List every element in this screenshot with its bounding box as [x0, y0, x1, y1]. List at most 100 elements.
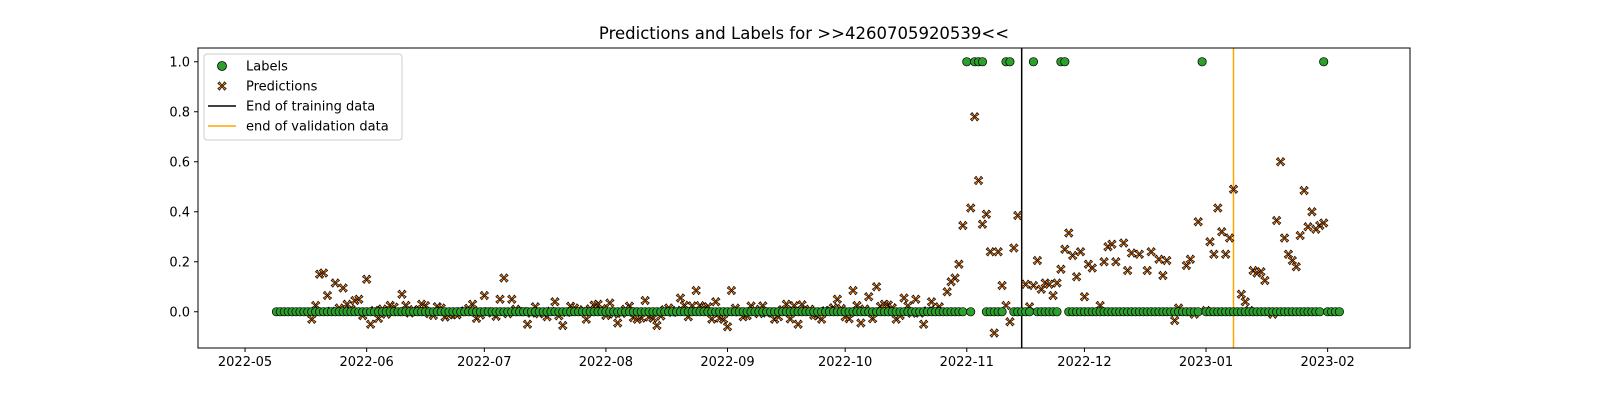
- label-point: [1028, 57, 1039, 67]
- label-point: [1334, 307, 1344, 317]
- y-tick-label: 0.4: [169, 205, 190, 220]
- label-point: [1319, 57, 1329, 67]
- prediction-point: [1032, 255, 1043, 266]
- legend-labels-text: Labels: [246, 60, 288, 75]
- prediction-point: [648, 313, 658, 323]
- prediction-point: [1318, 218, 1329, 228]
- prediction-point: [499, 273, 509, 283]
- prediction-point: [1111, 257, 1121, 267]
- legend-labels-marker: [217, 61, 227, 71]
- prediction-point: [1299, 185, 1309, 196]
- prediction-point: [1162, 255, 1172, 266]
- prediction-point: [1216, 227, 1227, 237]
- prediction-point: [1005, 317, 1015, 327]
- prediction-point: [593, 299, 603, 309]
- prediction-point: [1193, 217, 1203, 227]
- prediction-point: [1295, 230, 1305, 241]
- prediction-point: [1256, 267, 1266, 277]
- prediction-point: [891, 314, 901, 324]
- x-tick-label: 2022-12: [1057, 355, 1111, 370]
- label-point: [966, 307, 976, 317]
- prediction-point: [781, 299, 792, 309]
- prediction-point: [467, 299, 478, 309]
- prediction-point: [1228, 184, 1239, 194]
- prediction-point: [1275, 157, 1286, 167]
- prediction-point: [1142, 265, 1152, 276]
- prediction-point: [1122, 265, 1133, 276]
- prediction-point: [1224, 233, 1235, 243]
- prediction-point: [1118, 238, 1129, 248]
- prediction-point: [793, 319, 803, 329]
- legend: Labels Predictions End of training data …: [203, 53, 403, 141]
- prediction-point: [1020, 279, 1031, 289]
- prediction-point: [1146, 247, 1156, 257]
- prediction-point: [718, 314, 729, 324]
- prediction-point: [416, 299, 427, 309]
- prediction-point: [942, 287, 952, 297]
- y-axis: 0.0 0.2 0.4 0.6 0.8 1.0: [169, 55, 198, 320]
- prediction-point: [1056, 264, 1066, 274]
- label-point: [1315, 307, 1325, 317]
- prediction-point: [722, 322, 733, 332]
- prediction-point: [711, 297, 721, 307]
- prediction-point: [307, 314, 317, 324]
- prediction-point: [958, 220, 968, 231]
- legend-training-text: End of training data: [246, 100, 375, 115]
- prediction-point: [365, 319, 376, 329]
- prediction-point: [1028, 280, 1039, 291]
- prediction-point: [1181, 260, 1192, 271]
- labels-series: [271, 57, 1344, 317]
- prediction-point: [1060, 244, 1070, 254]
- prediction-point: [1087, 263, 1098, 273]
- prediction-point: [652, 320, 662, 331]
- prediction-point: [950, 273, 960, 283]
- prediction-point: [1099, 257, 1109, 267]
- prediction-point: [954, 259, 964, 269]
- label-point: [1060, 57, 1070, 67]
- prediction-point: [1279, 233, 1290, 243]
- x-axis: 2022-05 2022-06 2022-07 2022-08 2022-09 2022-…: [218, 348, 1355, 370]
- prediction-point: [1067, 250, 1078, 261]
- prediction-point: [318, 268, 329, 278]
- prediction-point: [1134, 249, 1145, 259]
- prediction-point: [581, 314, 592, 324]
- prediction-point: [522, 319, 533, 329]
- legend-predictions-marker: [217, 81, 227, 91]
- prediction-point: [918, 319, 929, 329]
- prediction-point: [1126, 248, 1137, 258]
- x-tick-label: 2023-01: [1179, 355, 1233, 370]
- prediction-point: [1220, 249, 1231, 259]
- prediction-point: [1071, 272, 1082, 282]
- prediction-point: [867, 313, 878, 324]
- prediction-point: [558, 320, 568, 331]
- prediction-point: [1291, 262, 1301, 272]
- prediction-point: [965, 203, 976, 213]
- prediction-point: [1260, 275, 1270, 286]
- x-tick-label: 2022-10: [818, 355, 872, 370]
- prediction-point: [1036, 284, 1047, 294]
- y-tick-label: 0.0: [169, 305, 190, 320]
- prediction-point: [977, 219, 988, 229]
- prediction-point: [1307, 207, 1317, 217]
- prediction-point: [1287, 255, 1298, 266]
- prediction-point: [1075, 247, 1086, 257]
- prediction-point: [1205, 237, 1215, 247]
- prediction-point: [354, 294, 364, 304]
- prediction-point: [997, 280, 1007, 291]
- label-point: [977, 57, 988, 67]
- prediction-point: [981, 209, 992, 219]
- x-tick-label: 2022-06: [339, 355, 393, 370]
- prediction-point: [691, 285, 701, 296]
- legend-validation-text: end of validation data: [246, 120, 389, 135]
- y-tick-label: 0.8: [169, 105, 190, 120]
- prediction-point: [397, 289, 407, 299]
- prediction-point: [1048, 290, 1058, 301]
- prediction-point: [495, 294, 505, 304]
- prediction-point: [605, 298, 615, 308]
- prediction-point: [856, 318, 866, 328]
- label-point: [1024, 307, 1035, 317]
- prediction-point: [342, 299, 352, 309]
- prediction-point: [989, 328, 999, 338]
- x-tick-label: 2022-08: [579, 355, 633, 370]
